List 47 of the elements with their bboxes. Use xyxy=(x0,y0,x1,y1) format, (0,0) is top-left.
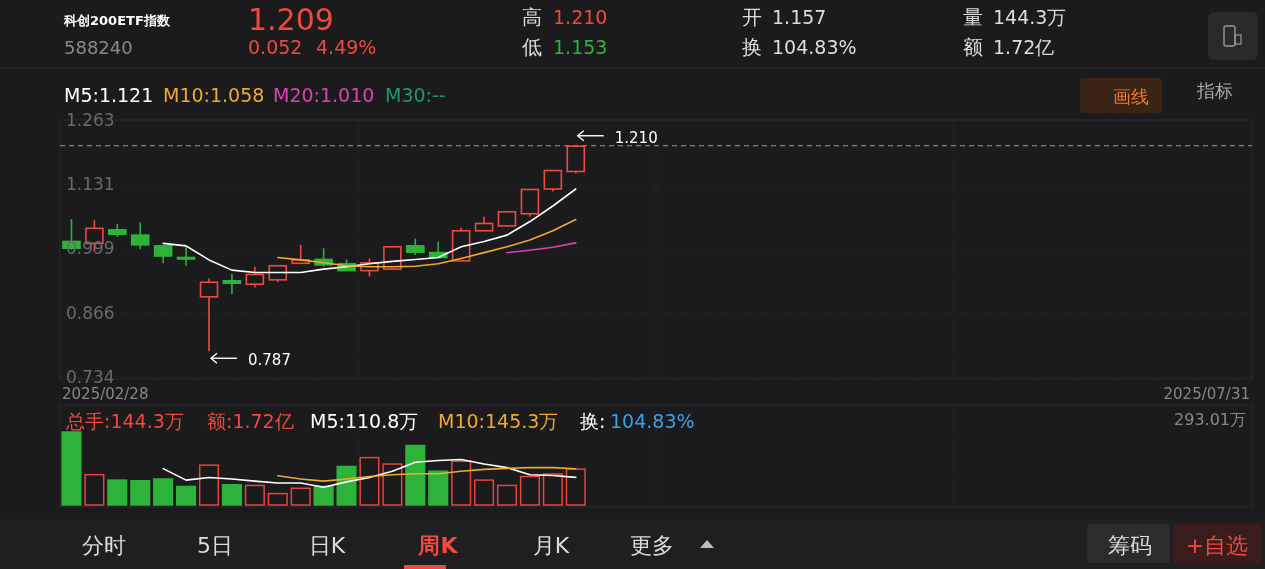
annotation: 0.787 xyxy=(248,351,291,370)
text: 周K xyxy=(417,532,459,558)
text: 1.209 xyxy=(248,1,334,37)
chart-subtitle: 588240 xyxy=(64,36,133,58)
text: 2025/02/28 xyxy=(62,385,149,403)
text: 4.49% xyxy=(316,36,377,58)
chart-title: 科创200ETF指数 xyxy=(63,12,171,28)
text: 额 xyxy=(963,35,983,59)
text: 指标 xyxy=(1196,79,1233,101)
text: 2025/07/31 xyxy=(1163,385,1250,403)
text: 开 xyxy=(742,5,762,29)
text: 分时 xyxy=(82,532,126,558)
text: 高 xyxy=(522,5,542,29)
series-label: M10:145.3万 xyxy=(438,410,559,432)
y-tick-label: 0.866 xyxy=(66,302,115,323)
text: 换 xyxy=(742,35,762,59)
text: 1.210 xyxy=(614,128,658,147)
text: 293.01万 xyxy=(1174,409,1246,429)
text: 月K xyxy=(532,532,570,558)
text: 更多 xyxy=(630,532,674,558)
text: M30:-- xyxy=(385,84,446,106)
y-tick-label: 1.263 xyxy=(66,110,115,130)
text: 144.3万 xyxy=(993,6,1067,28)
text: 筹码 xyxy=(1108,532,1152,558)
text: 1.153 xyxy=(553,36,608,58)
text: 量 xyxy=(963,5,983,29)
text: 1.210 xyxy=(553,6,608,28)
text: 低 xyxy=(522,35,542,59)
series-label: M5:110.8万 xyxy=(310,410,419,432)
text: 104.83% xyxy=(610,410,695,432)
y-tick-label: 0.999 xyxy=(66,238,115,259)
annotation: 换: xyxy=(580,410,606,432)
text: 日K xyxy=(308,532,346,558)
text: 0.052 xyxy=(248,36,303,58)
y-tick-label: 0.734 xyxy=(66,367,115,387)
text: 104.83% xyxy=(772,36,857,58)
text: M20:1.010 xyxy=(273,84,375,106)
text: 1.72亿 xyxy=(993,36,1055,58)
text: 1.157 xyxy=(772,6,827,28)
text: M10:1.058 xyxy=(163,84,265,106)
text: M5:1.121 xyxy=(64,84,154,106)
text: 5日 xyxy=(197,532,233,558)
text: 画线 xyxy=(1113,85,1149,107)
text: +自选 xyxy=(1185,532,1249,558)
annotation: 总手:144.3万 xyxy=(65,410,184,432)
annotation: 额:1.72亿 xyxy=(207,410,294,432)
y-tick-label: 1.131 xyxy=(66,174,115,195)
